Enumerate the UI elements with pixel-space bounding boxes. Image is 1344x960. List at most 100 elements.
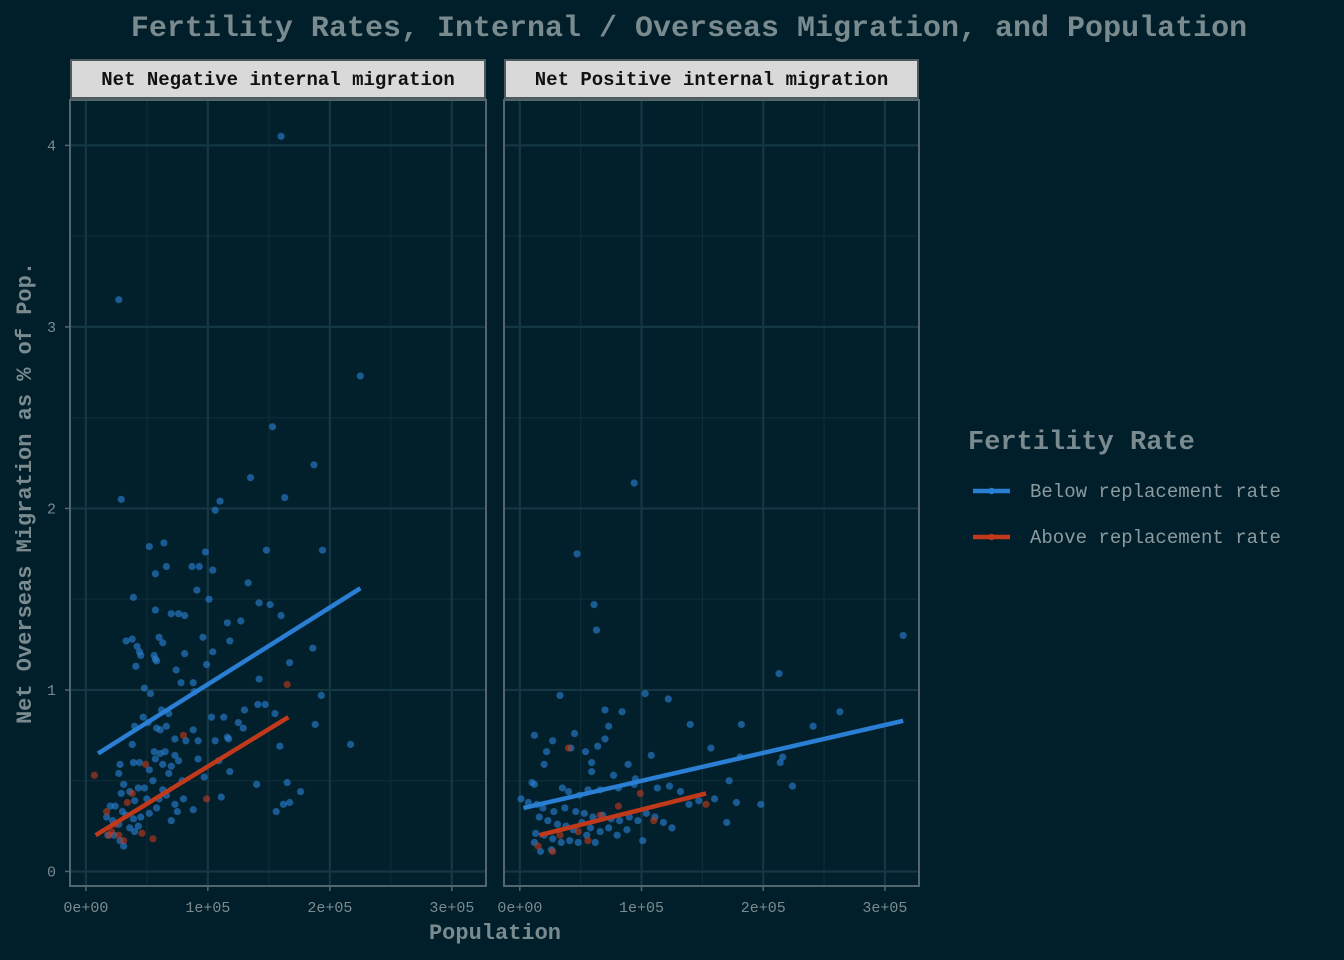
- data-point: [573, 550, 581, 558]
- data-point: [244, 579, 252, 587]
- data-point: [153, 804, 161, 812]
- data-point: [105, 831, 113, 839]
- series-group: [90, 680, 291, 845]
- data-point: [702, 800, 710, 808]
- data-point: [140, 684, 149, 692]
- data-point: [201, 548, 210, 556]
- data-point: [90, 771, 98, 779]
- data-point: [120, 837, 128, 845]
- data-point: [117, 495, 125, 503]
- data-point: [203, 660, 211, 669]
- data-point: [641, 689, 649, 698]
- y-tick-label: 2: [47, 501, 56, 518]
- data-point: [584, 837, 592, 845]
- legend-entry-label: Below replacement rate: [1030, 481, 1281, 503]
- data-point: [128, 635, 136, 643]
- data-point: [171, 751, 179, 759]
- data-point: [128, 740, 136, 749]
- data-point: [737, 720, 745, 729]
- data-point: [346, 740, 355, 749]
- data-point: [137, 651, 145, 660]
- data-point: [239, 724, 247, 732]
- data-point: [668, 824, 676, 832]
- data-point: [639, 837, 647, 845]
- data-point: [665, 782, 674, 790]
- data-point: [561, 804, 569, 812]
- data-point: [540, 760, 548, 768]
- trend-line: [94, 715, 290, 838]
- facet-panels: 0e+00 1e+05 2e+05 3e+05 0 1 2 3 4 Net Negative in…: [47, 59, 920, 917]
- data-point: [174, 610, 183, 618]
- trend-line: [96, 586, 362, 756]
- data-point: [779, 753, 787, 761]
- y-axis-title: Net Overseas Migration as % of Pop.: [13, 262, 38, 724]
- data-point: [664, 695, 672, 703]
- data-point: [268, 423, 277, 431]
- data-point: [195, 562, 203, 571]
- data-point: [550, 807, 558, 816]
- data-point: [194, 755, 202, 763]
- x-tick-label: 1e+05: [185, 900, 230, 917]
- data-point: [120, 780, 128, 788]
- data-point: [203, 795, 211, 803]
- facet-strip-label: Net Negative internal migration: [101, 69, 454, 91]
- data-point: [556, 691, 564, 699]
- data-point: [155, 633, 163, 641]
- data-point: [310, 461, 318, 469]
- facet-strip-label: Net Positive internal migration: [535, 69, 888, 91]
- data-point: [517, 795, 525, 803]
- legend-title: Fertility Rate: [968, 428, 1195, 458]
- data-point: [707, 744, 715, 752]
- data-point: [653, 784, 661, 792]
- data-point: [209, 648, 217, 656]
- data-point: [117, 789, 125, 798]
- data-point: [111, 802, 119, 810]
- data-point: [588, 768, 596, 776]
- data-point: [581, 748, 590, 756]
- x-tick-label: 1e+05: [619, 900, 664, 917]
- data-point: [179, 731, 188, 739]
- data-point: [205, 595, 213, 603]
- trend-line: [538, 791, 707, 838]
- data-point: [591, 838, 599, 847]
- series-group: [534, 744, 710, 856]
- data-point: [254, 700, 262, 709]
- data-point: [150, 748, 158, 756]
- legend-key-point: [988, 533, 995, 541]
- data-point: [129, 593, 138, 601]
- data-point: [128, 789, 136, 798]
- data-point: [149, 777, 157, 785]
- y-tick-label: 0: [47, 864, 56, 881]
- data-point: [605, 824, 613, 832]
- data-point: [277, 132, 285, 140]
- data-point: [132, 662, 140, 670]
- data-point: [165, 769, 173, 778]
- data-point: [189, 806, 197, 814]
- data-point: [115, 769, 123, 778]
- data-point: [899, 631, 907, 640]
- data-point: [129, 758, 138, 767]
- data-point: [266, 601, 274, 609]
- x-tick-label: 3e+05: [862, 900, 907, 917]
- data-point: [223, 619, 231, 627]
- x-tick-label: 0e+00: [497, 900, 542, 917]
- facet-panel-2: 0e+00 1e+05 2e+05 3e+05 Net Positive interna…: [497, 59, 920, 917]
- data-point: [207, 713, 216, 721]
- data-point: [134, 822, 142, 830]
- data-point: [647, 751, 655, 759]
- data-point: [159, 760, 167, 768]
- data-point: [317, 691, 325, 699]
- data-point: [162, 562, 170, 571]
- data-point: [614, 802, 622, 810]
- data-point: [138, 829, 146, 837]
- data-point: [609, 771, 618, 779]
- y-tick-label: 1: [47, 683, 56, 700]
- data-point: [181, 650, 189, 658]
- legend-entry-label: Above replacement rate: [1030, 527, 1281, 549]
- data-point: [211, 737, 219, 745]
- data-point: [145, 542, 153, 551]
- series-group: [517, 479, 907, 856]
- data-point: [676, 788, 685, 796]
- panel-border: [69, 99, 487, 887]
